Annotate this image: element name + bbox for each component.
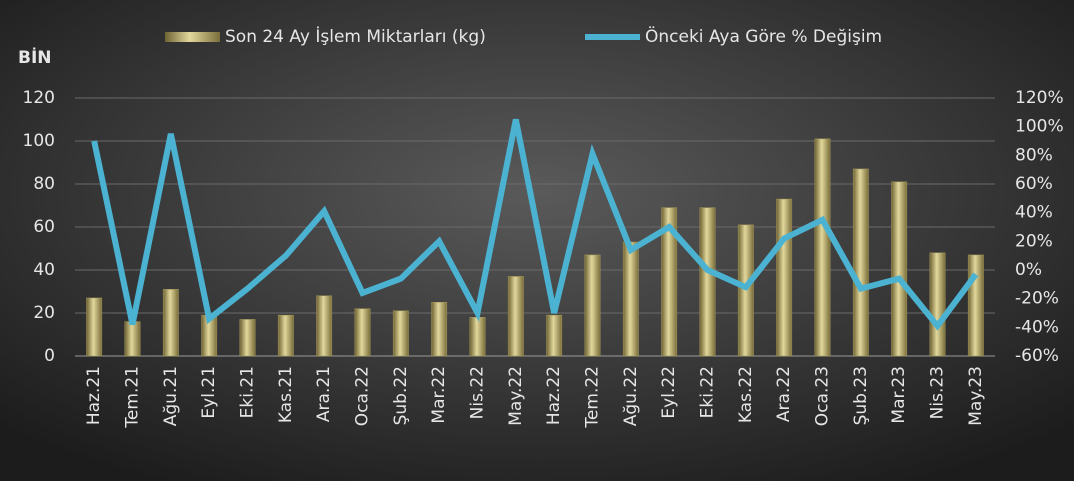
bar <box>891 181 908 357</box>
x-tick-label: Eyl.21 <box>199 366 219 419</box>
x-tick-label: Oca.22 <box>353 366 373 426</box>
bar <box>776 198 793 357</box>
bar <box>699 207 716 357</box>
bar <box>392 310 409 357</box>
bar <box>354 308 371 357</box>
bar <box>584 254 601 357</box>
y2-tick-label: 20% <box>1015 231 1053 251</box>
x-tick-label: Mar.23 <box>889 366 909 424</box>
x-tick-label: Ağu.21 <box>161 366 181 426</box>
x-tick-label: Nis.22 <box>468 366 488 419</box>
bar <box>929 252 946 357</box>
bar <box>661 207 678 357</box>
bar <box>86 297 103 357</box>
y-tick-label: 80 <box>33 174 55 194</box>
y2-tick-label: -20% <box>1015 289 1059 309</box>
bar <box>814 138 831 357</box>
x-tick-label: Tem.21 <box>123 366 143 429</box>
x-tick-label: Şub.22 <box>391 366 411 425</box>
y2-tick-label: 120% <box>1015 88 1064 108</box>
bar <box>431 302 448 357</box>
y-tick-label: 60 <box>33 217 55 237</box>
y2-tick-label: 80% <box>1015 145 1053 165</box>
bar <box>852 168 869 357</box>
x-tick-label: Eki.22 <box>698 366 718 418</box>
legend-swatch <box>165 32 220 42</box>
y-tick-label: 40 <box>33 260 55 280</box>
x-tick-label: Ağu.22 <box>621 366 641 426</box>
y-tick-label: 120 <box>23 88 55 108</box>
bar <box>507 276 524 357</box>
bar <box>469 317 486 357</box>
x-tick-label: Kas.22 <box>736 366 756 423</box>
bar <box>316 295 333 357</box>
y-tick-label: 20 <box>33 303 55 323</box>
legend-label: Önceki Aya Göre % Değişim <box>645 25 882 47</box>
y2-tick-label: -60% <box>1015 346 1059 366</box>
y2-tick-label: -40% <box>1015 317 1059 337</box>
x-tick-label: Ara.22 <box>774 366 794 422</box>
x-tick-label: Nis.23 <box>928 366 948 419</box>
bar <box>162 289 179 357</box>
x-tick-label: Ara.21 <box>314 366 334 422</box>
x-tick-label: Tem.22 <box>583 366 603 429</box>
x-tick-label: Şub.23 <box>851 366 871 425</box>
bar <box>277 314 294 357</box>
x-tick-label: Mar.22 <box>429 366 449 424</box>
line <box>91 118 979 331</box>
bar <box>622 241 639 357</box>
bar <box>239 319 256 357</box>
bar <box>546 314 563 357</box>
x-tick-label: Haz.21 <box>84 366 104 425</box>
y-axis-label: BİN <box>18 46 52 68</box>
x-tick-label: Kas.21 <box>276 366 296 423</box>
x-tick-label: Eki.21 <box>238 366 258 418</box>
x-tick-label: May.23 <box>966 366 986 426</box>
y2-tick-label: 40% <box>1015 203 1053 223</box>
y2-tick-label: 100% <box>1015 117 1064 137</box>
x-tick-label: Oca.23 <box>813 366 833 426</box>
bar <box>124 321 141 357</box>
y2-tick-label: 0% <box>1015 260 1042 280</box>
x-tick-label: May.22 <box>506 366 526 426</box>
bar <box>967 254 984 357</box>
y-tick-label: 100 <box>23 131 55 151</box>
x-tick-label: Eyl.22 <box>659 366 679 419</box>
legend-label: Son 24 Ay İşlem Miktarları (kg) <box>225 26 486 47</box>
x-tick-label: Haz.22 <box>544 366 564 425</box>
y2-tick-label: 60% <box>1015 174 1053 194</box>
y-tick-label: 0 <box>44 346 55 366</box>
